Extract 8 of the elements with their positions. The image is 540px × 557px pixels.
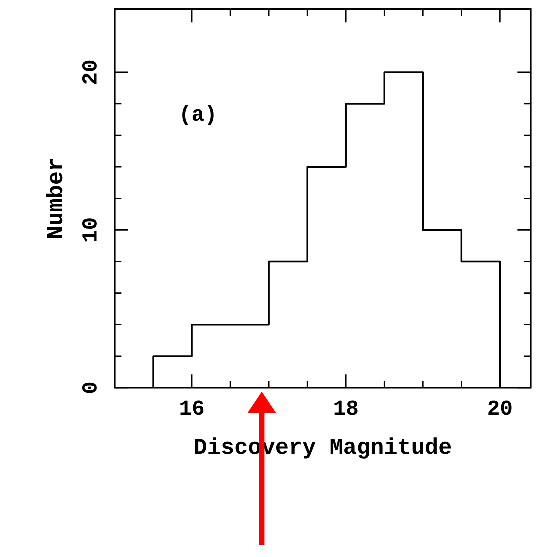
x-tick-label: 18 — [334, 400, 358, 416]
x-tick-label: 20 — [488, 400, 512, 416]
y-axis-title: Number — [46, 160, 63, 238]
annotation: (a) — [182, 105, 214, 126]
y-tick-label: 10 — [82, 218, 97, 242]
y-tick-label: 0 — [82, 382, 97, 394]
y-tick-label: 20 — [82, 60, 97, 84]
x-tick-label: 16 — [180, 400, 204, 416]
